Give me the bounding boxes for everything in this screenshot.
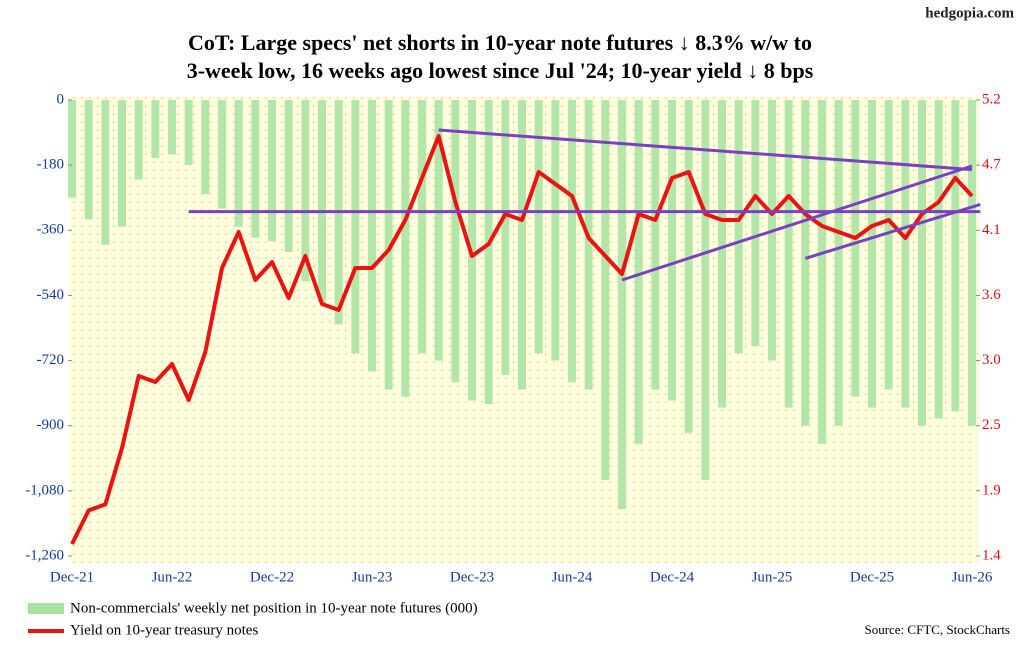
bar [584, 100, 593, 390]
y-tick-label: -540 [37, 287, 65, 303]
x-tick-label: Jun-24 [552, 569, 593, 585]
y-tick-label: 0 [57, 91, 65, 107]
bar [668, 100, 676, 401]
bar [118, 100, 126, 227]
bar [401, 100, 410, 397]
bar [818, 100, 826, 444]
bar [284, 100, 293, 252]
y2-tick-label: 4.1 [982, 222, 1001, 238]
x-tick-label: Jun-26 [952, 569, 993, 585]
x-tick-label: Dec-23 [450, 569, 494, 585]
bar [218, 100, 226, 209]
bar [368, 100, 376, 372]
bar [918, 100, 926, 426]
legend-label: Yield on 10-year treasury notes [70, 622, 258, 638]
x-tick-label: Dec-22 [250, 569, 294, 585]
bar [318, 100, 326, 303]
bar [968, 100, 976, 426]
y2-tick-label: 2.5 [982, 417, 1001, 433]
trendline [804, 202, 981, 260]
bar [568, 100, 576, 383]
x-tick-label: Jun-22 [152, 569, 193, 585]
bar [151, 100, 160, 158]
bar [618, 100, 626, 509]
bar [834, 100, 843, 426]
y-tick-label: -180 [37, 157, 65, 173]
source: Source: CFTC, StockCharts [864, 622, 1010, 637]
bar [701, 100, 710, 480]
bar [884, 100, 893, 390]
bar [68, 100, 76, 198]
bar [201, 100, 210, 195]
y-tick-label: -720 [37, 352, 65, 368]
bar [518, 100, 526, 390]
bar [251, 100, 260, 238]
bar [101, 100, 110, 245]
bar [718, 100, 726, 408]
bar [301, 100, 310, 281]
bar [134, 100, 143, 180]
bar [501, 100, 510, 376]
y2-tick-label: 3.0 [982, 352, 1001, 368]
bar [751, 100, 760, 347]
y2-tick-label: 3.6 [982, 287, 1001, 303]
chart-title: 3-week low, 16 weeks ago lowest since Ju… [187, 58, 814, 83]
y-tick-label: -900 [37, 417, 65, 433]
legend-label: Non-commercials' weekly net position in … [70, 600, 478, 616]
x-tick-label: Jun-23 [352, 569, 393, 585]
x-tick-label: Dec-21 [50, 569, 94, 585]
x-tick-label: Dec-24 [650, 569, 695, 585]
bar [534, 100, 543, 354]
bar [634, 100, 643, 444]
bar [684, 100, 693, 433]
bar [801, 100, 810, 426]
y-tick-label: -1,260 [25, 547, 64, 563]
bar [868, 100, 876, 408]
bar [434, 100, 443, 361]
bar [601, 100, 610, 480]
bar [168, 100, 176, 155]
bar [784, 100, 793, 408]
y2-tick-label: 5.2 [982, 91, 1001, 107]
y-tick-label: -360 [37, 222, 65, 238]
x-tick-label: Dec-25 [850, 569, 894, 585]
line [70, 134, 974, 545]
trendline [621, 164, 973, 282]
bar [851, 100, 860, 397]
x-tick-label: Jun-25 [752, 569, 793, 585]
bar [184, 100, 193, 166]
bar [951, 100, 960, 412]
bar [268, 100, 276, 242]
bar [734, 100, 743, 354]
watermark: hedgopia.com [925, 5, 1014, 21]
bar [84, 100, 93, 220]
bar [934, 100, 943, 419]
bar [418, 100, 426, 354]
y2-tick-label: 4.7 [982, 157, 1001, 173]
bar [484, 100, 493, 404]
chart-title: CoT: Large specs' net shorts in 10-year … [188, 30, 812, 55]
y-tick-label: -1,080 [25, 482, 64, 498]
bar [651, 100, 660, 390]
y2-tick-label: 1.4 [982, 547, 1001, 563]
y2-tick-label: 1.9 [982, 482, 1001, 498]
bar [901, 100, 910, 408]
trendline [438, 128, 973, 172]
bar [384, 100, 393, 390]
bar [551, 100, 560, 361]
bar [451, 100, 460, 383]
bar [234, 100, 243, 227]
legend-swatch [28, 603, 64, 614]
bar [351, 100, 360, 354]
